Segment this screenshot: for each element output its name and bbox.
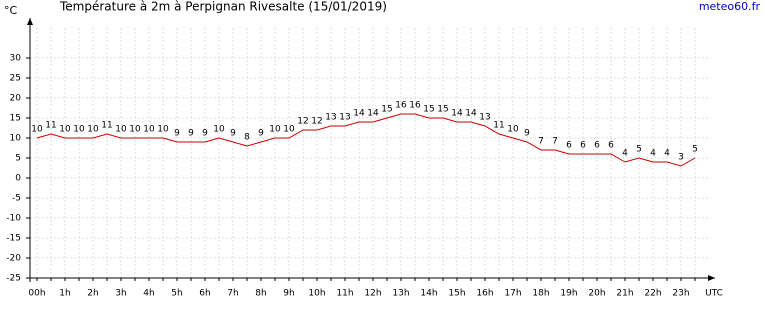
y-tick-label: 25 [10, 74, 21, 84]
data-label: 4 [664, 149, 670, 159]
y-tick-label: 20 [10, 94, 22, 104]
source-link[interactable]: meteo60.fr [699, 0, 761, 13]
y-tick-label: 10 [10, 134, 22, 144]
data-label: 10 [129, 125, 141, 135]
data-label: 11 [45, 121, 56, 131]
y-tick-label: -25 [6, 274, 21, 284]
data-label: 6 [566, 141, 572, 151]
data-label: 10 [59, 125, 71, 135]
data-label: 13 [339, 113, 350, 123]
data-label: 13 [479, 113, 490, 123]
x-tick-label: 4h [143, 289, 154, 299]
data-label: 10 [157, 125, 169, 135]
data-label: 11 [493, 121, 504, 131]
x-tick-label: 14h [420, 289, 437, 299]
x-tick-label: 10h [308, 289, 325, 299]
x-tick-label: 22h [644, 289, 661, 299]
x-tick-label: 2h [87, 289, 98, 299]
y-axis-label: °C [4, 4, 18, 17]
data-label: 12 [311, 117, 322, 127]
data-label: 9 [230, 129, 236, 139]
x-axis-label: UTC [705, 289, 723, 299]
data-label: 4 [650, 149, 656, 159]
data-label: 10 [87, 125, 99, 135]
data-label: 5 [636, 145, 642, 155]
data-label: 10 [31, 125, 43, 135]
data-label: 5 [692, 145, 698, 155]
data-label: 10 [269, 125, 281, 135]
y-tick-label: -10 [6, 214, 21, 224]
data-label: 15 [437, 105, 448, 115]
x-tick-label: 21h [616, 289, 633, 299]
y-tick-label: -20 [6, 254, 21, 264]
chart-title: Température à 2m à Perpignan Rivesalte (… [59, 0, 387, 14]
x-tick-label: 16h [476, 289, 493, 299]
y-tick-label: 5 [15, 154, 21, 164]
data-label: 14 [451, 109, 463, 119]
x-tick-label: 1h [59, 289, 70, 299]
x-tick-label: 15h [448, 289, 465, 299]
y-tick-label: 30 [10, 54, 22, 64]
x-tick-label: 12h [364, 289, 381, 299]
data-label: 6 [608, 141, 614, 151]
data-label: 4 [622, 149, 628, 159]
data-label: 10 [143, 125, 155, 135]
data-label: 11 [101, 121, 112, 131]
data-label: 14 [367, 109, 379, 119]
data-label: 13 [325, 113, 336, 123]
x-tick-label: 18h [532, 289, 549, 299]
data-label: 16 [409, 101, 421, 111]
x-tick-label: 17h [504, 289, 521, 299]
x-tick-label: 23h [672, 289, 689, 299]
data-label: 9 [174, 129, 180, 139]
data-label: 3 [678, 153, 684, 163]
x-tick-label: 6h [199, 289, 210, 299]
data-label: 10 [507, 125, 519, 135]
y-tick-label: -5 [12, 194, 21, 204]
data-label: 7 [552, 137, 558, 147]
x-tick-label: 9h [283, 289, 294, 299]
data-label: 9 [258, 129, 264, 139]
x-tick-label: 13h [392, 289, 409, 299]
data-label: 15 [381, 105, 392, 115]
x-tick-label: 7h [227, 289, 238, 299]
data-label: 8 [244, 133, 250, 143]
x-tick-label: 5h [171, 289, 182, 299]
temperature-line [36, 113, 696, 167]
x-tick-label: 8h [255, 289, 266, 299]
data-label: 10 [213, 125, 225, 135]
data-label: 6 [580, 141, 586, 151]
y-tick-label: 15 [10, 114, 21, 124]
y-tick-label: -15 [6, 234, 21, 244]
x-tick-label: 3h [115, 289, 126, 299]
data-label: 16 [395, 101, 407, 111]
x-tick-label: 19h [560, 289, 577, 299]
y-axis-arrow [27, 18, 33, 25]
data-label: 14 [353, 109, 365, 119]
data-label: 10 [73, 125, 85, 135]
x-axis-arrow [708, 275, 715, 281]
x-tick-label: 11h [336, 289, 353, 299]
data-label: 9 [524, 129, 530, 139]
y-tick-label: 0 [15, 174, 21, 184]
data-label: 6 [594, 141, 600, 151]
data-label: 10 [283, 125, 295, 135]
x-tick-label: 20h [588, 289, 605, 299]
data-label: 12 [297, 117, 308, 127]
data-label: 14 [465, 109, 477, 119]
data-label: 15 [423, 105, 434, 115]
x-tick-label: 00h [28, 289, 45, 299]
data-label: 10 [115, 125, 127, 135]
data-label: 7 [538, 137, 544, 147]
data-label: 9 [202, 129, 208, 139]
data-label: 9 [188, 129, 194, 139]
